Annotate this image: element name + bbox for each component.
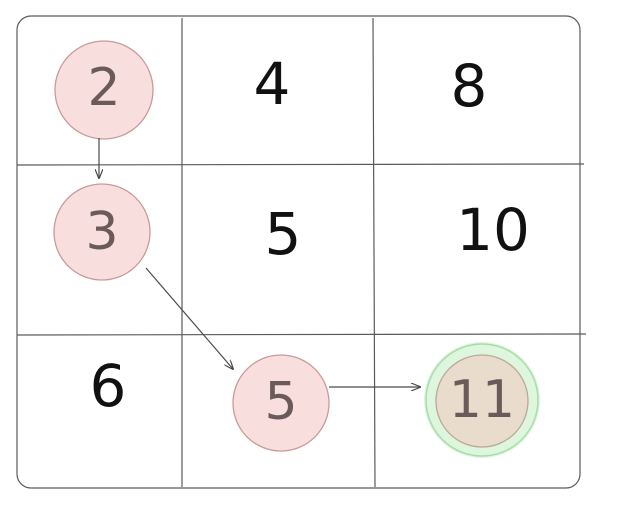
cell-r3c1-number: 6 bbox=[90, 352, 127, 420]
path-circle-3 bbox=[53, 183, 151, 281]
cell-r3c3-number: 11 bbox=[449, 370, 515, 430]
cell-r3c2-number: 5 bbox=[264, 372, 297, 432]
grid-divider-vertical-2 bbox=[372, 17, 376, 488]
grid-divider-horizontal-1 bbox=[16, 163, 585, 166]
path-arrows bbox=[99, 138, 420, 387]
cell-r2c3-number: 10 bbox=[456, 196, 530, 264]
path-circle-11 bbox=[435, 354, 529, 448]
arrow-3-to-5 bbox=[145, 267, 233, 369]
grid-border bbox=[16, 15, 581, 489]
grid-divider-horizontal-2 bbox=[16, 333, 587, 336]
path-circles bbox=[53, 40, 540, 458]
path-circle-2 bbox=[54, 40, 154, 140]
cell-r2c2-number: 5 bbox=[265, 200, 302, 268]
cell-r2c1-number: 3 bbox=[85, 202, 118, 262]
cell-r1c3-number: 8 bbox=[451, 52, 488, 120]
cell-r1c2-number: 4 bbox=[254, 50, 291, 118]
path-circle-11-glow-ring bbox=[425, 343, 539, 457]
cell-r1c1-number: 2 bbox=[87, 58, 120, 118]
path-circle-5 bbox=[232, 354, 330, 452]
